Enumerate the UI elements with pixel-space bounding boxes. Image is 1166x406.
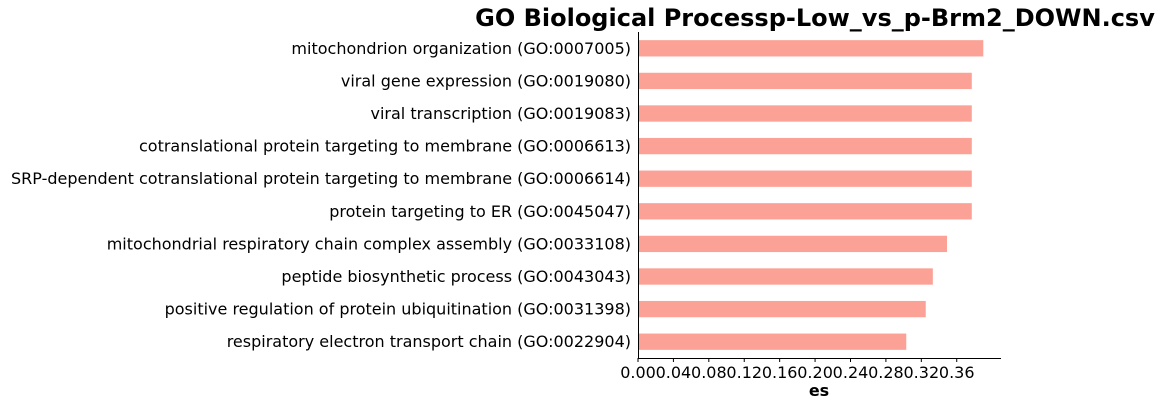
x-tick-label: 0.16 — [762, 363, 798, 382]
x-tick-label: 0.00 — [620, 363, 656, 382]
bar — [638, 268, 933, 285]
bar — [638, 40, 984, 57]
bar — [638, 235, 947, 253]
category-label: viral transcription (GO:0019083) — [370, 104, 631, 123]
x-tick-label: 0.20 — [797, 363, 833, 382]
category-label: respiratory electron transport chain (GO… — [227, 332, 631, 351]
x-tick-label: 0.12 — [726, 363, 762, 382]
category-label: cotranslational protein targeting to mem… — [139, 137, 631, 156]
x-tick-label: 0.32 — [904, 363, 940, 382]
category-label: protein targeting to ER (GO:0045047) — [329, 202, 631, 221]
category-label: peptide biosynthetic process (GO:0043043… — [281, 267, 631, 286]
x-tick-label: 0.28 — [868, 363, 904, 382]
category-label: positive regulation of protein ubiquitin… — [165, 300, 631, 319]
category-label: SRP-dependent cotranslational protein ta… — [11, 169, 631, 188]
bar — [638, 203, 972, 220]
x-tick-label: 0.24 — [833, 363, 869, 382]
bar — [638, 72, 972, 90]
bar — [638, 170, 972, 187]
x-tick-label: 0.08 — [691, 363, 727, 382]
x-axis-ticks: 0.00 0.04 0.08 0.12 0.16 0.20 0.24 0.28 0.32 0.36 — [620, 358, 975, 382]
category-label: mitochondrion organization (GO:0007005) — [291, 39, 631, 58]
bar — [638, 333, 907, 350]
x-tick-label: 0.36 — [939, 363, 975, 382]
category-label: viral gene expression (GO:0019080) — [341, 71, 631, 90]
bar — [638, 105, 972, 122]
x-tick-label: 0.04 — [656, 363, 692, 382]
bar — [638, 137, 972, 155]
chart-title: GO Biological Processp-Low_vs_p-Brm2_DOW… — [475, 4, 1155, 32]
category-label: mitochondrial respiratory chain complex … — [107, 234, 631, 253]
x-axis-label: es — [809, 381, 829, 400]
bar — [638, 300, 926, 318]
category-labels: mitochondrion organization (GO:0007005) v… — [11, 39, 631, 351]
bars-group — [638, 40, 984, 350]
